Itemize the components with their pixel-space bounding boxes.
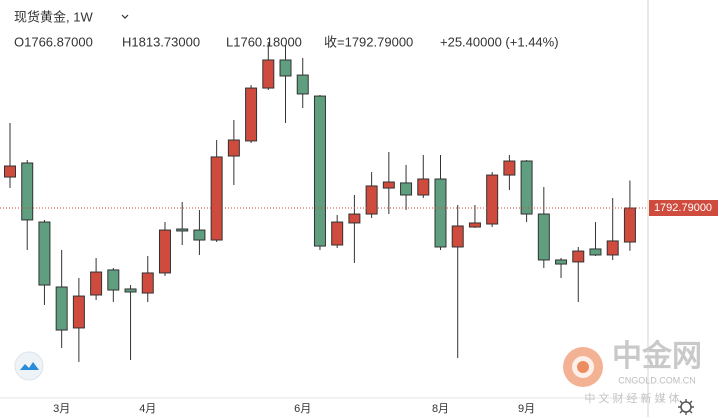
candle-body xyxy=(606,240,619,256)
candle-body xyxy=(21,162,34,221)
settings-gear[interactable] xyxy=(678,399,694,415)
x-tick-label: 9月 xyxy=(518,403,535,415)
candle-body xyxy=(589,248,602,256)
candle-body xyxy=(555,259,568,265)
x-tick-label: 4月 xyxy=(139,403,156,415)
candle-body xyxy=(451,225,464,248)
candle-body xyxy=(400,182,413,196)
logo-circle xyxy=(14,351,44,381)
x-tick-label: 8月 xyxy=(432,403,449,415)
dropdown-chevron[interactable] xyxy=(121,14,129,19)
candle-body xyxy=(486,174,499,225)
candle-body xyxy=(417,178,430,196)
candle-body xyxy=(90,271,103,296)
ohlc-value: O1766.87000 xyxy=(14,34,93,49)
candle-body xyxy=(434,178,447,248)
candle-body xyxy=(296,74,309,95)
candle-body xyxy=(176,228,189,232)
candle-body xyxy=(4,165,16,178)
candle-body xyxy=(262,59,275,89)
watermark-site: CNGOLD.COM.CN xyxy=(618,375,696,385)
gear-teeth xyxy=(678,399,694,415)
logo-icon xyxy=(20,362,39,370)
candle-body xyxy=(331,221,344,246)
candle-body xyxy=(313,95,326,247)
x-tick-label: 6月 xyxy=(294,403,311,415)
candle-body xyxy=(382,181,395,189)
x-tick-label: 3月 xyxy=(53,403,70,415)
candle-body xyxy=(572,250,585,263)
candle-body xyxy=(158,229,171,274)
ohlc-value: +25.40000 (+1.44%) xyxy=(440,34,559,49)
candle-body xyxy=(124,288,137,293)
ohlc-value: 收=1792.79000 xyxy=(324,34,413,49)
candle-body xyxy=(227,139,240,157)
chart-title: 现货黄金, 1W xyxy=(14,9,93,24)
candle-body xyxy=(210,156,223,241)
candle-body xyxy=(38,221,51,286)
last-price-label: 1792.79000 xyxy=(654,202,712,214)
candle-body xyxy=(348,213,361,224)
candle-body xyxy=(141,272,154,294)
watermark: 中金网 CNGOLD.COM.CN 中 文 财 经 新 媒 体 xyxy=(563,339,702,405)
ohlc-value: H1813.73000 xyxy=(122,34,200,49)
candle-body xyxy=(107,269,120,291)
candle-body xyxy=(623,207,636,243)
last-price-box xyxy=(649,200,718,217)
logo-button[interactable] xyxy=(14,351,44,381)
candle-body xyxy=(468,222,481,228)
candle-body xyxy=(365,185,378,215)
candle-body xyxy=(55,286,68,331)
watermark-logo-core xyxy=(577,361,589,373)
candle-body xyxy=(537,213,550,261)
candle-body xyxy=(279,59,292,77)
watermark-brand: 中金网 xyxy=(612,339,702,373)
candle-body xyxy=(520,160,533,215)
candle-body xyxy=(503,160,516,176)
ohlc-value: L1760.18000 xyxy=(226,34,302,49)
watermark-slogan: 中 文 财 经 新 媒 体 xyxy=(584,391,679,405)
candle-body xyxy=(72,295,85,329)
candle-body xyxy=(245,87,258,142)
candle-body xyxy=(193,229,206,241)
